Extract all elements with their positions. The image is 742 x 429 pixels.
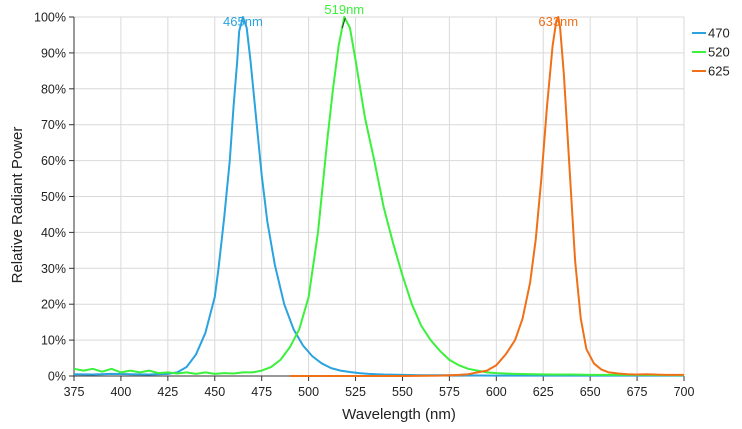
y-tick-label: 0% (48, 370, 66, 384)
peak-labels: 465nm 519nm 633nm (223, 2, 578, 29)
y-tick-label: 50% (41, 190, 66, 204)
series-line-625 (289, 16, 684, 377)
y-tick-label: 80% (41, 82, 66, 96)
y-tick-label: 10% (41, 334, 66, 348)
x-tick-label: 400 (110, 385, 131, 399)
axes (69, 16, 685, 381)
x-tick-label: 500 (298, 385, 319, 399)
x-tick-label: 650 (580, 385, 601, 399)
x-tick-label: 700 (674, 385, 695, 399)
x-axis-title: Wavelength (nm) (342, 406, 456, 423)
y-tick-label: 20% (41, 298, 66, 312)
y-tick-label: 100% (34, 11, 66, 25)
x-tick-label: 525 (345, 385, 366, 399)
y-tick-label: 40% (41, 226, 66, 240)
series-line-470 (73, 16, 684, 377)
x-tick-label: 550 (392, 385, 413, 399)
x-tick-label: 375 (64, 385, 85, 399)
x-tick-label: 625 (533, 385, 554, 399)
y-tick-labels: 0% 10% 20% 30% 40% 50% 60% 70% 80% 90% 100% (34, 11, 66, 384)
y-tick-label: 60% (41, 154, 66, 168)
series-line-520 (73, 16, 685, 377)
peak-label-470: 465nm (223, 14, 263, 29)
legend-label-520: 520 (708, 45, 730, 60)
x-tick-labels: 375 400 425 450 475 500 525 550 575 600 625 650 675 7… (64, 385, 695, 399)
x-tick-label: 675 (627, 385, 648, 399)
x-tick-label: 575 (439, 385, 460, 399)
x-tick-label: 600 (486, 385, 507, 399)
series-lines (73, 16, 685, 377)
peak-leader-line (341, 17, 346, 29)
y-tick-label: 90% (41, 46, 66, 60)
x-tick-label: 450 (204, 385, 225, 399)
peak-label-625: 633nm (538, 14, 578, 29)
x-tick-label: 475 (251, 385, 272, 399)
grid-lines (73, 16, 685, 377)
y-tick-label: 70% (41, 118, 66, 132)
legend-label-625: 625 (708, 64, 730, 79)
x-tick-label: 425 (157, 385, 178, 399)
legend: 470 520 625 (692, 26, 730, 79)
legend-label-470: 470 (708, 26, 730, 41)
y-axis-title: Relative Radiant Power (9, 127, 26, 284)
y-tick-label: 30% (41, 262, 66, 276)
peak-label-520: 519nm (324, 2, 364, 17)
